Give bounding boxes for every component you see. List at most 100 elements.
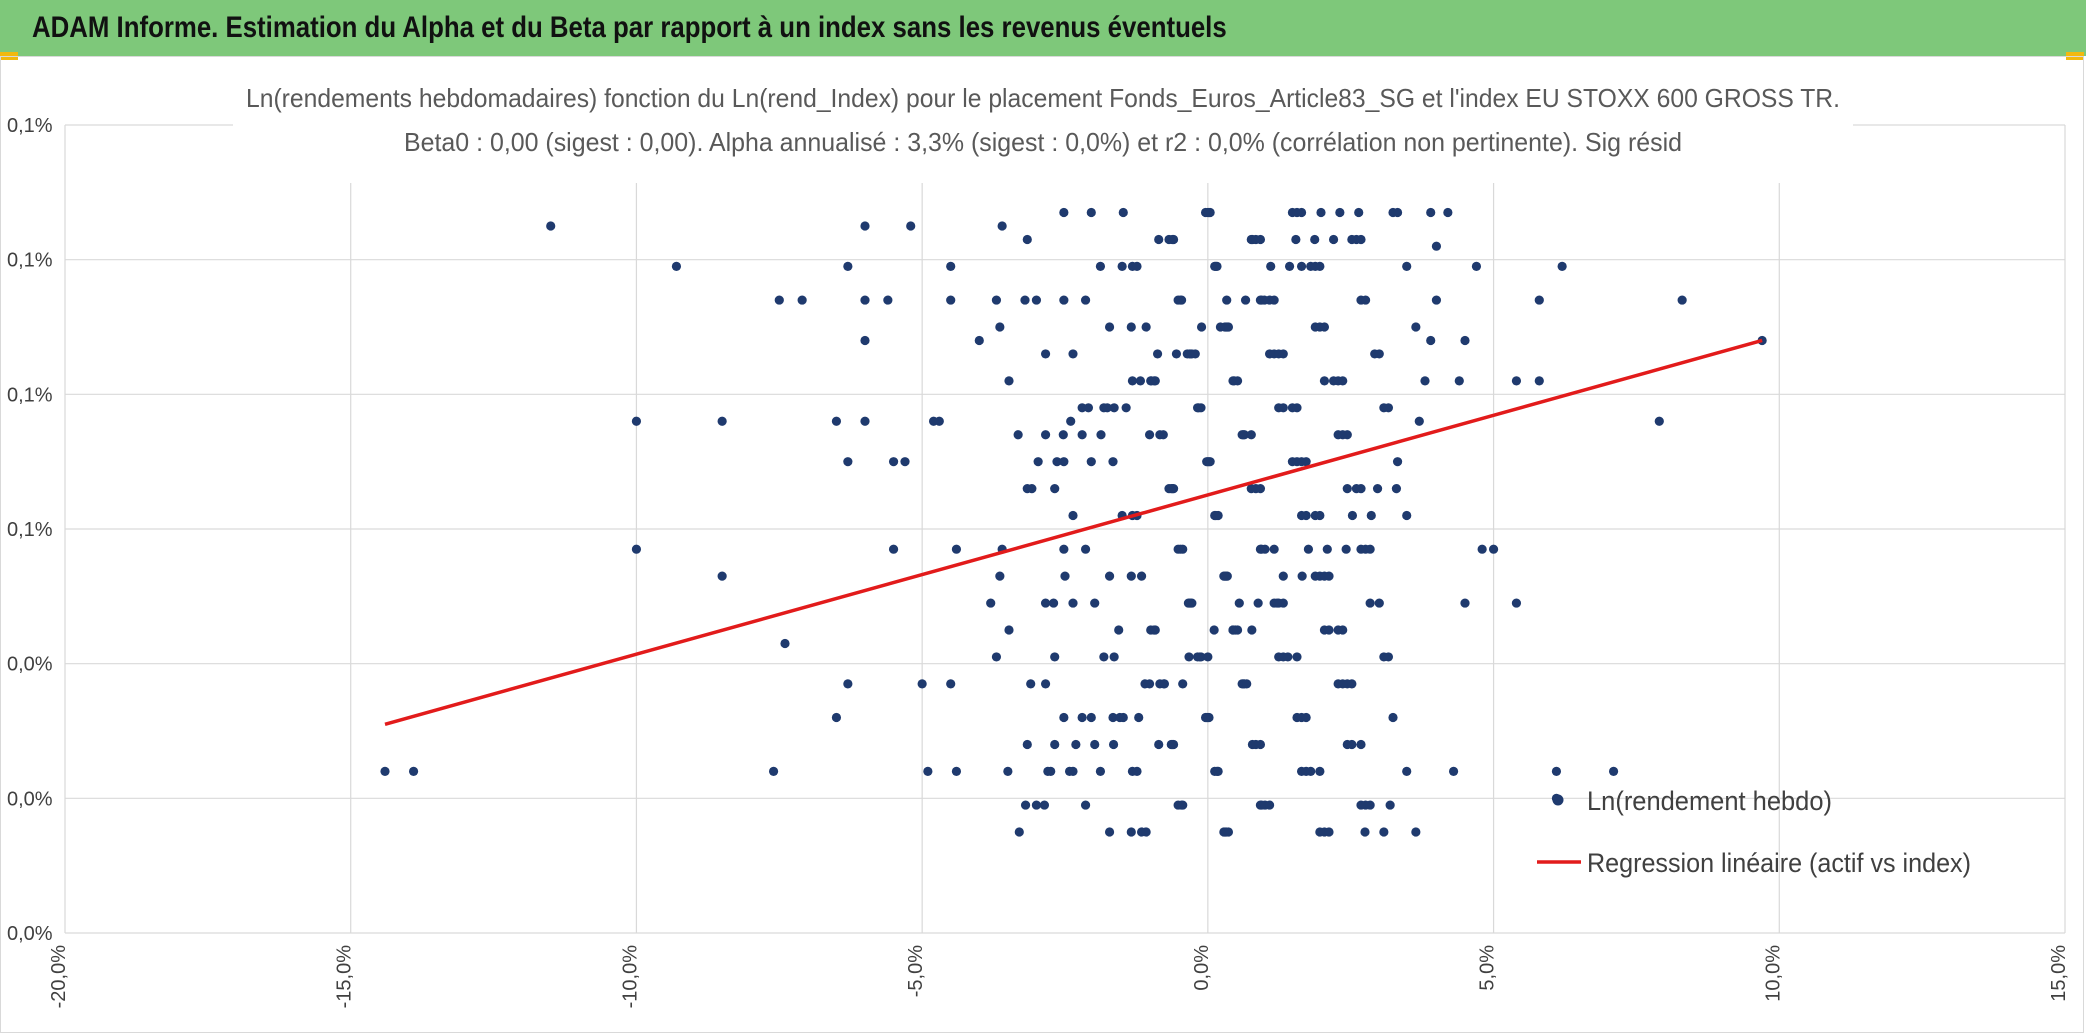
data-point — [1228, 625, 1238, 635]
chart-title-background — [233, 65, 1853, 183]
data-point — [1004, 376, 1014, 386]
data-point — [951, 766, 962, 777]
data-point — [1026, 679, 1036, 689]
data-point — [1050, 739, 1060, 750]
data-point — [1115, 712, 1125, 723]
data-point — [1388, 712, 1398, 723]
data-point — [1551, 766, 1562, 777]
data-point — [1365, 800, 1375, 810]
data-point — [1278, 598, 1288, 608]
data-point — [1319, 322, 1330, 332]
data-point — [1083, 403, 1094, 413]
data-point — [1104, 827, 1115, 837]
gridlines — [64, 124, 2066, 934]
data-point — [1114, 625, 1124, 635]
data-point — [1335, 207, 1345, 218]
chart-title: Ln(rendements hebdomadaires) fonction du… — [246, 83, 1840, 113]
data-point — [1203, 652, 1213, 662]
data-point — [1033, 457, 1043, 467]
data-point — [1175, 544, 1186, 554]
data-point — [1654, 416, 1664, 426]
data-point — [1402, 766, 1412, 777]
data-point — [1058, 430, 1068, 440]
data-point — [1259, 295, 1270, 305]
data-point — [1448, 766, 1459, 777]
y-tick-label: 0,1% — [7, 519, 53, 541]
data-point — [995, 322, 1005, 332]
y-tick-label: 0,0% — [7, 923, 53, 945]
data-point — [1108, 457, 1118, 467]
data-point — [843, 679, 853, 689]
data-point — [1315, 510, 1325, 521]
data-point — [1027, 484, 1037, 494]
data-point — [1031, 800, 1042, 810]
data-point — [1146, 376, 1156, 386]
data-point — [1278, 571, 1288, 581]
data-point — [1086, 457, 1096, 467]
data-point — [1426, 207, 1436, 218]
data-point — [1431, 295, 1442, 305]
data-point — [1328, 234, 1339, 245]
data-point — [1022, 234, 1032, 245]
data-point — [1022, 739, 1032, 750]
data-point — [1068, 598, 1078, 608]
data-point — [1159, 679, 1169, 689]
data-point — [1059, 295, 1069, 305]
data-point — [1471, 261, 1482, 271]
data-point — [1460, 598, 1470, 608]
page-title: ADAM Informe. Estimation du Alpha et du … — [32, 11, 1227, 44]
data-point — [1050, 652, 1060, 662]
scatter-chart: 0,0% 0,0% 0,0% 0,1% 0,1% 0,1% 0,1% -20,0% -15,0… — [7, 65, 2070, 1008]
data-point — [1202, 457, 1212, 467]
data-point — [1141, 827, 1151, 837]
data-point — [934, 416, 944, 426]
data-point — [1414, 416, 1424, 426]
data-point — [1104, 322, 1115, 332]
data-point — [1108, 712, 1118, 723]
data-point — [974, 335, 984, 346]
data-point — [1040, 598, 1051, 608]
data-point — [1511, 376, 1522, 386]
chart-subtitle: Beta0 : 0,00 (sigest : 0,00). Alpha annu… — [404, 127, 1682, 157]
data-point — [917, 679, 927, 689]
data-point — [1296, 261, 1307, 271]
data-point — [1374, 598, 1384, 608]
data-point — [1121, 403, 1131, 413]
data-point — [1222, 295, 1232, 305]
data-point — [1039, 800, 1050, 810]
data-point — [951, 544, 962, 554]
data-point — [1059, 544, 1069, 554]
x-tick-label: 15,0% — [2048, 945, 2070, 1002]
chart-title-block: Ln(rendements hebdomadaires) fonction du… — [233, 65, 1853, 183]
data-point — [1140, 679, 1150, 689]
data-point — [1379, 827, 1389, 837]
data-point — [1366, 510, 1376, 521]
data-point — [1272, 598, 1282, 608]
data-point — [1059, 712, 1069, 723]
data-point — [1050, 484, 1060, 494]
data-point — [1196, 322, 1207, 332]
data-point — [843, 261, 853, 271]
data-point — [1301, 457, 1311, 467]
data-point — [1291, 234, 1301, 245]
data-point — [1066, 416, 1076, 426]
data-point — [1324, 827, 1334, 837]
data-point — [1080, 800, 1091, 810]
data-point — [768, 766, 779, 777]
data-point — [1020, 295, 1030, 305]
data-point — [1052, 457, 1062, 467]
data-point — [1454, 376, 1464, 386]
data-point — [1511, 598, 1522, 608]
data-point — [883, 295, 893, 305]
data-point — [1154, 234, 1164, 245]
data-point — [1426, 335, 1436, 346]
data-point — [1246, 430, 1256, 440]
data-point — [1608, 766, 1619, 777]
data-point — [1460, 335, 1470, 346]
data-point — [1488, 544, 1499, 554]
data-point — [1356, 234, 1366, 245]
data-point — [1255, 484, 1266, 494]
data-point — [1077, 712, 1087, 723]
data-point — [1095, 261, 1106, 271]
data-point — [1297, 571, 1307, 581]
